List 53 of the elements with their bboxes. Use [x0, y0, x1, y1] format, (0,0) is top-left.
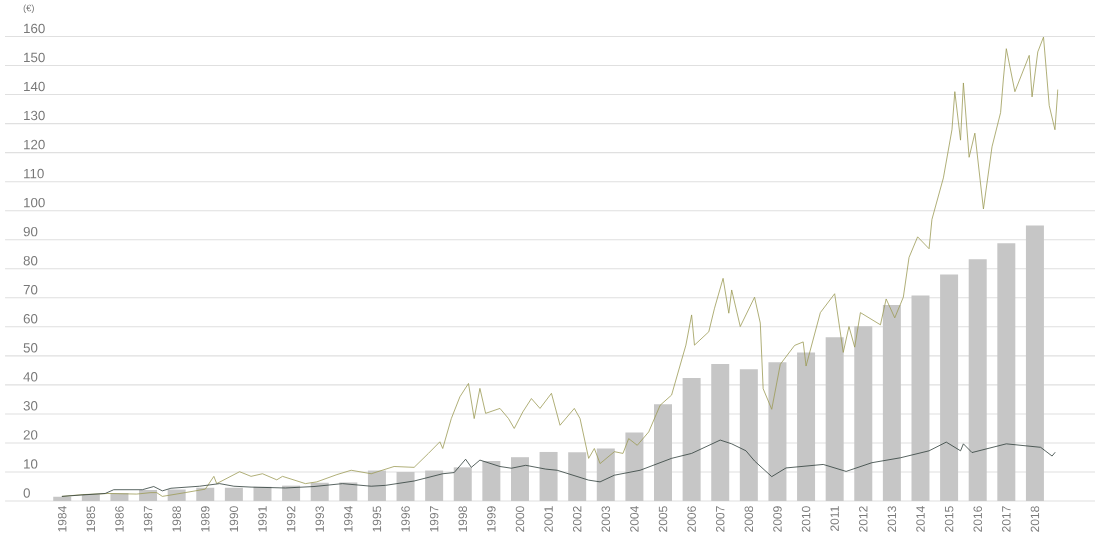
y-axis-title: (€) — [23, 4, 34, 14]
x-tick-label: 2000 — [515, 506, 525, 533]
x-tick-label: 2017 — [1002, 506, 1011, 533]
y-tick-label: 150 — [24, 52, 45, 63]
y-tick-label: 50 — [23, 343, 38, 353]
x-tick-label: 1995 — [372, 506, 382, 532]
x-tick-label: 2018 — [1030, 506, 1040, 533]
x-tick-label: 1999 — [487, 506, 496, 532]
x-tick-label: 1988 — [172, 506, 181, 532]
x-tick-label: 1991 — [258, 506, 267, 532]
y-tick-label: 140 — [24, 82, 45, 92]
x-tick-label: 1990 — [229, 506, 239, 532]
x-tick-label: 2002 — [572, 506, 582, 533]
x-tick-label: 2011 — [830, 506, 839, 532]
y-tick-label: 70 — [23, 285, 38, 295]
x-tick-label: 2004 — [630, 506, 639, 533]
x-tick-label: 2013 — [887, 506, 897, 533]
x-tick-label: 2010 — [801, 506, 811, 533]
x-tick-label: 2015 — [944, 506, 954, 533]
x-tick-label: 2003 — [601, 506, 611, 533]
y-tick-label: 80 — [23, 256, 38, 266]
y-tick-label: 130 — [24, 111, 45, 121]
x-tick-label: 1998 — [458, 506, 468, 532]
y-tick-label: 160 — [24, 23, 45, 34]
x-tick-label: 1985 — [86, 506, 96, 532]
x-tick-label: 2006 — [687, 506, 696, 533]
y-tick-label: 100 — [24, 198, 45, 208]
x-tick-label: 1997 — [429, 506, 439, 532]
x-tick-label: 1994 — [344, 506, 353, 532]
x-tick-label: 1993 — [315, 506, 324, 532]
y-tick-label: 10 — [24, 459, 38, 469]
x-tick-label: 1987 — [143, 506, 153, 532]
x-tick-label: 2008 — [744, 506, 754, 533]
y-tick-label: 110 — [24, 169, 44, 179]
x-tick-label: 1986 — [115, 506, 124, 532]
x-tick-label: 2001 — [544, 506, 553, 533]
x-tick-label: 2014 — [916, 506, 925, 533]
x-tick-label: 1989 — [201, 506, 210, 532]
y-tick-label: 120 — [24, 140, 45, 150]
y-tick-label: 30 — [23, 401, 38, 411]
x-tick-label: 2005 — [658, 506, 668, 533]
y-tick-label: 0 — [23, 488, 30, 498]
y-tick-label: 20 — [23, 430, 38, 440]
x-tick-label: 2012 — [859, 506, 868, 533]
x-tick-label: 2009 — [773, 506, 782, 533]
x-tick-label: 1984 — [57, 506, 67, 532]
y-tick-label: 90 — [23, 227, 38, 237]
y-tick-label: 40 — [23, 372, 38, 382]
x-tick-label: 2007 — [715, 506, 725, 533]
x-tick-label: 1992 — [286, 506, 296, 532]
x-tick-label: 1996 — [401, 506, 410, 532]
y-tick-label: 60 — [23, 314, 38, 324]
x-tick-label: 2016 — [973, 506, 982, 533]
